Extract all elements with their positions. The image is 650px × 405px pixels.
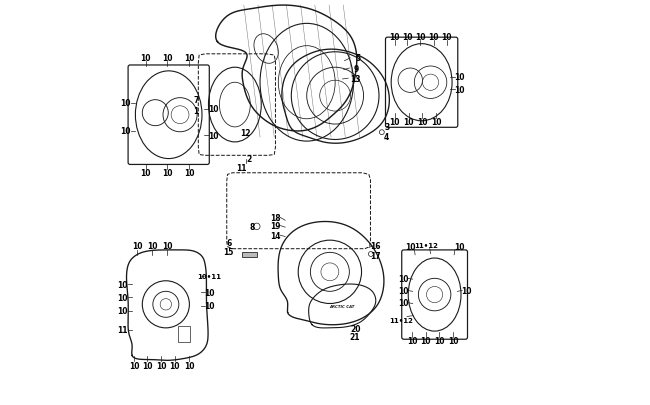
- Text: 10: 10: [431, 118, 441, 127]
- Text: 10: 10: [421, 337, 431, 345]
- Text: 10: 10: [120, 99, 131, 108]
- Text: 10: 10: [140, 53, 151, 62]
- Text: 10: 10: [204, 288, 214, 297]
- Text: 13: 13: [350, 75, 360, 83]
- Text: 10: 10: [209, 105, 219, 114]
- Text: 10: 10: [402, 33, 412, 42]
- Text: 10: 10: [118, 307, 128, 315]
- Text: 4: 4: [384, 132, 389, 141]
- Text: 10: 10: [389, 33, 400, 42]
- Text: 16: 16: [370, 242, 381, 251]
- Text: 15: 15: [224, 247, 234, 256]
- Text: 11: 11: [237, 164, 247, 173]
- Text: 10: 10: [405, 243, 415, 252]
- Bar: [242, 252, 257, 257]
- Text: 10: 10: [170, 361, 180, 370]
- Text: 20: 20: [350, 324, 361, 333]
- Text: 10: 10: [162, 53, 173, 62]
- Text: 17: 17: [370, 252, 381, 260]
- Text: 10: 10: [120, 127, 131, 136]
- Text: 10•11: 10•11: [198, 273, 221, 279]
- Text: 10: 10: [407, 337, 417, 345]
- Text: 10: 10: [417, 118, 428, 127]
- Text: 3: 3: [384, 123, 389, 132]
- Text: 11•12: 11•12: [414, 242, 437, 248]
- Text: 8: 8: [249, 222, 255, 231]
- Text: 11•12: 11•12: [389, 317, 413, 323]
- Text: 10: 10: [140, 169, 151, 178]
- Text: 10: 10: [129, 361, 140, 370]
- Text: 10: 10: [132, 242, 143, 251]
- Text: 10: 10: [184, 169, 194, 178]
- Text: 10: 10: [454, 243, 464, 252]
- Text: 10: 10: [454, 85, 464, 94]
- Text: 10: 10: [404, 118, 414, 127]
- Text: 6: 6: [226, 239, 231, 247]
- Text: 10: 10: [389, 118, 400, 127]
- Text: 10: 10: [461, 286, 471, 295]
- Text: 10: 10: [454, 73, 464, 82]
- Text: 10: 10: [398, 298, 408, 307]
- Text: 10: 10: [142, 361, 152, 370]
- Text: 7: 7: [193, 96, 199, 105]
- Text: 10: 10: [184, 361, 194, 370]
- Text: 10: 10: [156, 361, 166, 370]
- Text: 5: 5: [356, 54, 361, 63]
- Text: 10: 10: [204, 301, 214, 310]
- Text: 10: 10: [398, 286, 408, 295]
- Text: 10: 10: [162, 242, 173, 251]
- Text: 10: 10: [441, 33, 452, 42]
- Text: 2: 2: [247, 155, 252, 164]
- Text: 1: 1: [193, 107, 198, 116]
- Text: 10: 10: [162, 169, 173, 178]
- Text: 10: 10: [147, 242, 158, 251]
- Text: 21: 21: [349, 333, 359, 341]
- Text: 12: 12: [240, 128, 251, 137]
- Bar: [178, 326, 190, 342]
- Text: 10: 10: [209, 131, 219, 140]
- Text: 10: 10: [448, 337, 458, 345]
- Text: 10: 10: [184, 53, 194, 62]
- Text: 10: 10: [118, 293, 128, 302]
- Text: 10: 10: [415, 33, 426, 42]
- Text: 10: 10: [428, 33, 439, 42]
- Text: 18: 18: [270, 213, 281, 222]
- Text: 11: 11: [118, 326, 128, 335]
- Text: 19: 19: [270, 222, 281, 230]
- Text: ARCTIC CAT: ARCTIC CAT: [330, 304, 355, 308]
- Text: 10: 10: [434, 337, 445, 345]
- Text: 10: 10: [118, 280, 128, 289]
- Text: 10: 10: [398, 274, 408, 283]
- Text: 14: 14: [270, 231, 281, 240]
- Text: 9: 9: [354, 64, 359, 73]
